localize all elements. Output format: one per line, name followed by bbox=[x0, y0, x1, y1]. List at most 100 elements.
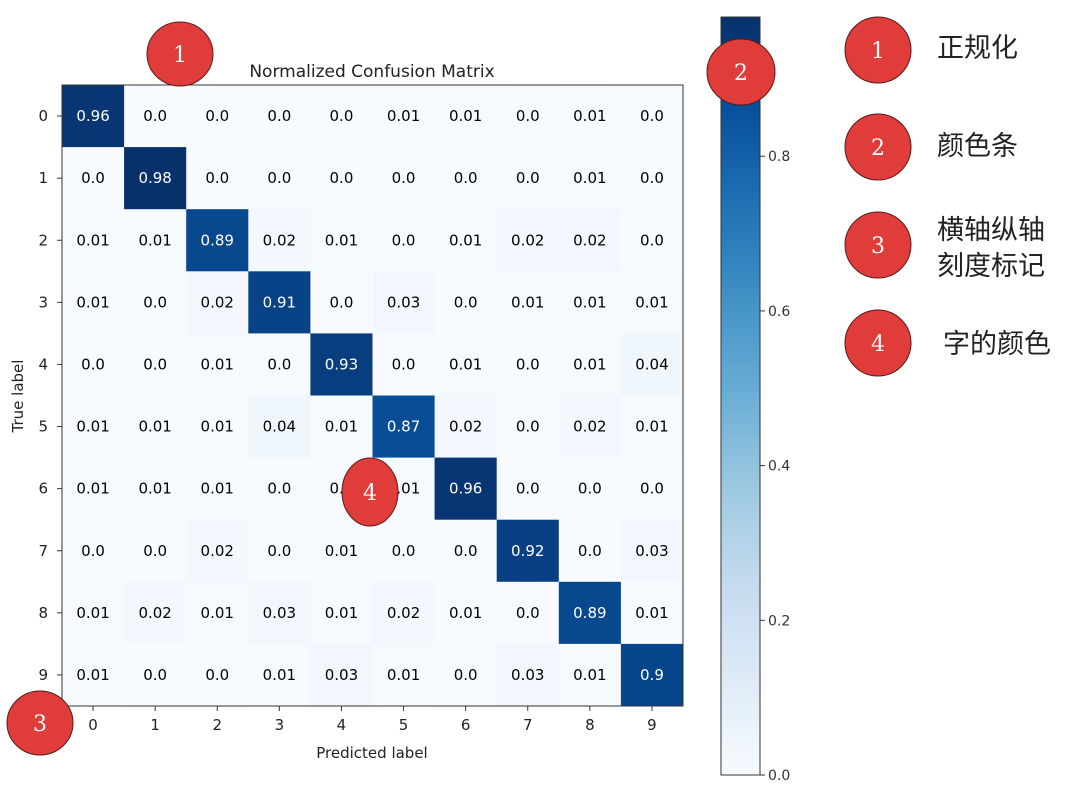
heatmap-cell bbox=[186, 395, 249, 459]
heatmap-cell bbox=[620, 643, 684, 707]
heatmap-cell bbox=[372, 85, 436, 148]
y-tick-label: 5 bbox=[38, 418, 48, 436]
cell-value-label: 0.01 bbox=[449, 107, 482, 125]
heatmap-cell bbox=[558, 209, 622, 272]
cell-value-label: 0.02 bbox=[573, 418, 606, 436]
cell-value-label: 0.0 bbox=[516, 480, 540, 498]
cell-value-label: 0.0 bbox=[516, 355, 540, 373]
cell-value-label: 0.01 bbox=[201, 355, 234, 373]
cell-value-label: 0.0 bbox=[267, 480, 291, 498]
heatmap-cell bbox=[248, 85, 311, 148]
heatmap-cell bbox=[248, 457, 311, 521]
cell-value-label: 0.02 bbox=[449, 418, 482, 436]
cell-value-label: 0.96 bbox=[449, 480, 482, 498]
cell-value-label: 0.01 bbox=[263, 666, 296, 684]
x-axis-ticks: 0 1 2 3 4 5 6 7 8 9 bbox=[88, 706, 657, 734]
x-tick-label: 0 bbox=[88, 716, 98, 734]
heatmap-cell bbox=[310, 581, 373, 645]
cell-value-label: 0.01 bbox=[449, 231, 482, 249]
cell-value-label: 0.01 bbox=[387, 666, 420, 684]
y-tick-label: 0 bbox=[38, 107, 48, 125]
cell-value-label: 0.01 bbox=[138, 480, 171, 498]
colorbar bbox=[720, 16, 761, 776]
marker-text-color: 4 bbox=[341, 457, 399, 527]
cell-value-label: 0.02 bbox=[511, 231, 544, 249]
heatmap-cell bbox=[496, 333, 560, 396]
y-tick-label: 9 bbox=[38, 666, 48, 684]
heatmap-cell bbox=[372, 209, 436, 272]
cell-value-label: 0.01 bbox=[511, 293, 544, 311]
cell-value-label: 0.01 bbox=[138, 231, 171, 249]
heatmap-cell bbox=[124, 271, 187, 334]
cell-value-label: 0.0 bbox=[640, 231, 664, 249]
y-tick-label: 4 bbox=[38, 355, 48, 373]
heatmap-cell bbox=[372, 271, 436, 334]
x-tick-label: 7 bbox=[523, 716, 533, 734]
legend-marker-4: 4 bbox=[844, 309, 912, 377]
heatmap-cell bbox=[186, 271, 249, 334]
heatmap-cell bbox=[496, 457, 560, 521]
cell-value-label: 0.98 bbox=[138, 169, 171, 187]
cell-value-label: 0.0 bbox=[392, 542, 416, 560]
cell-value-label: 0.01 bbox=[635, 293, 668, 311]
heatmap-cell bbox=[248, 209, 311, 272]
annotation-markers: 1 2 3 4 1 2 3 4 bbox=[6, 16, 912, 756]
cell-value-label: 0.0 bbox=[330, 293, 354, 311]
cell-value-label: 0.01 bbox=[573, 355, 606, 373]
cell-value-label: 0.0 bbox=[81, 355, 105, 373]
cell-value-label: 0.9 bbox=[640, 666, 664, 684]
heatmap-cell bbox=[124, 581, 187, 645]
heatmap-cell bbox=[186, 85, 249, 148]
cell-value-label: 0.0 bbox=[205, 666, 229, 684]
colorbar-tick-label: 0.4 bbox=[768, 459, 790, 475]
heatmap-cell bbox=[62, 395, 125, 459]
heatmap-cell bbox=[310, 271, 373, 334]
heatmap-cell bbox=[434, 333, 498, 396]
cell-value-label: 0.0 bbox=[516, 107, 540, 125]
heatmap-cell bbox=[124, 333, 187, 396]
heatmap-cell bbox=[372, 643, 436, 707]
heatmap-cell bbox=[62, 85, 125, 148]
heatmap-cell bbox=[558, 519, 622, 583]
heatmap-cell bbox=[620, 85, 684, 148]
cell-value-label: 0.0 bbox=[392, 169, 416, 187]
heatmap-cell bbox=[620, 209, 684, 272]
heatmap-cell bbox=[496, 395, 560, 459]
heatmap-cell bbox=[124, 519, 187, 583]
heatmap-cell bbox=[496, 209, 560, 272]
heatmap-cell bbox=[62, 333, 125, 396]
cell-value-label: 0.01 bbox=[76, 666, 109, 684]
cell-value-label: 0.02 bbox=[201, 542, 234, 560]
y-tick-label: 3 bbox=[38, 293, 48, 311]
heatmap-cell bbox=[434, 643, 498, 707]
cell-value-label: 0.01 bbox=[201, 418, 234, 436]
heatmap-cell bbox=[496, 581, 560, 645]
cell-value-label: 0.93 bbox=[325, 355, 358, 373]
plot-frame bbox=[61, 84, 684, 707]
heatmap-cell bbox=[310, 147, 373, 210]
cell-value-label: 0.0 bbox=[81, 542, 105, 560]
cell-value-label: 0.01 bbox=[449, 604, 482, 622]
heatmap-cell bbox=[558, 271, 622, 334]
heatmap-cell bbox=[62, 147, 125, 210]
heatmap-cell bbox=[248, 395, 311, 459]
cell-value-label: 0.01 bbox=[325, 604, 358, 622]
cell-value-label: 0.01 bbox=[387, 107, 420, 125]
colorbar-tick-label: 0.2 bbox=[768, 613, 790, 629]
cell-value-label: 0.0 bbox=[578, 480, 602, 498]
marker-number: 4 bbox=[363, 481, 377, 506]
heatmap-cell bbox=[558, 643, 622, 707]
heatmap-cell bbox=[186, 581, 249, 645]
heatmap-cell bbox=[186, 457, 249, 521]
x-tick-label: 5 bbox=[399, 716, 409, 734]
legend-text-3a: 横轴纵轴 bbox=[937, 215, 1045, 246]
colorbar-tick-label: 0.8 bbox=[768, 149, 790, 165]
y-tick-label: 8 bbox=[38, 604, 48, 622]
heatmap-cell bbox=[372, 333, 436, 396]
cell-value-label: 0.04 bbox=[635, 355, 668, 373]
cell-value-label: 0.0 bbox=[392, 231, 416, 249]
marker-title: 1 bbox=[146, 21, 214, 87]
cell-value-label: 0.0 bbox=[578, 542, 602, 560]
cell-value-label: 0.92 bbox=[511, 542, 544, 560]
heatmap-cell bbox=[186, 147, 249, 210]
